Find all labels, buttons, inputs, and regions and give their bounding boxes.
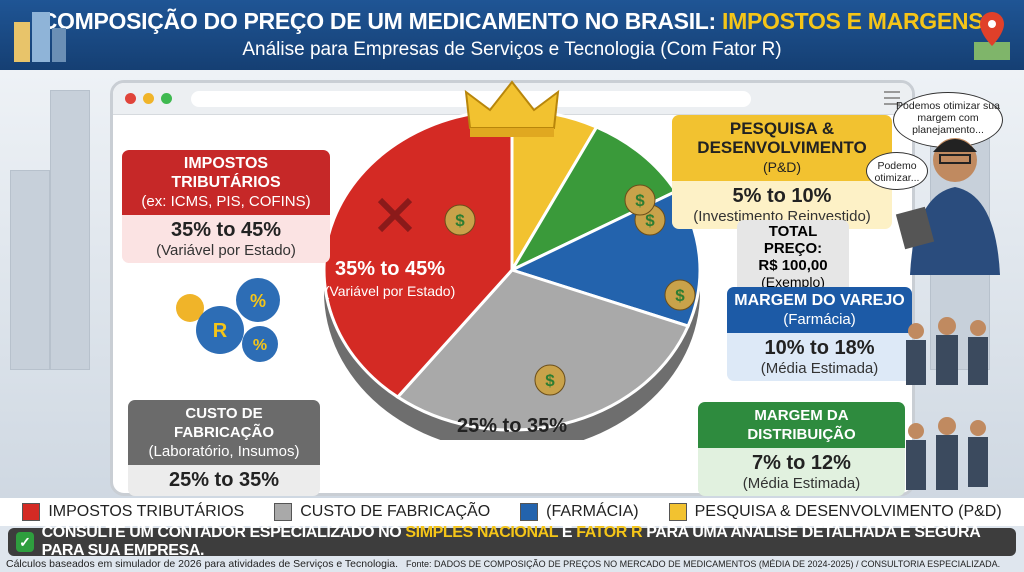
gears-icon: R % % [176,278,280,362]
header: COMPOSIÇÃO DO PREÇO DE UM MEDICAMENTO NO… [0,0,1024,70]
pie-slice [322,108,514,400]
pie-label-impostos-note: (Variável por Estado) [325,283,455,299]
svg-text:%: % [253,337,267,354]
legend-swatch [520,503,539,521]
total-note: (Exemplo) [761,274,825,290]
impostos-header: IMPOSTOS TRIBUTÁRIOS (ex: ICMS, PIS, COFI… [122,150,330,215]
money-bag-icon [534,364,566,396]
custo-header: CUSTO DE FABRICAÇÃO (Laboratório, Insumos… [128,400,320,465]
footer-note: Cálculos baseados em simulador de 2026 p… [6,558,399,570]
cross-icon [377,197,413,233]
dollar-sign-icon: $ [675,286,685,305]
distribuicao-note: (Média Estimada) [742,475,861,492]
close-dot-icon[interactable] [125,93,136,104]
legend-label: IMPOSTOS TRIBUTÁRIOS [48,503,245,520]
pie-slice [395,268,691,432]
legend-item-impostos: IMPOSTOS TRIBUTÁRIOS [22,503,244,521]
map-pin-icon [974,12,1010,60]
pd-title: PESQUISA & DESENVOLVIMENTO [697,119,867,157]
page-title: COMPOSIÇÃO DO PREÇO DE UM MEDICAMENTO NO… [0,0,1024,35]
pd-header: PESQUISA & DESENVOLVIMENTO (P&D) [672,115,892,181]
banner-part1: CONSULTE UM CONTADOR ESPECIALIZADO NO [41,524,406,541]
money-bag-icon [444,204,476,236]
dollar-sign-icon: $ [645,211,655,230]
banner-highlight-fator-r: FATOR R [576,524,643,541]
business-people-icon [906,317,988,490]
checkmark-icon: ✓ [16,532,34,552]
banner-part2: E [557,524,577,541]
pd-suffix: (P&D) [762,159,802,175]
title-highlight: IMPOSTOS E MARGENS [722,8,984,34]
cta-banner: ✓ CONSULTE UM CONTADOR ESPECIALIZADO NO … [8,524,1016,559]
pie-label-impostos-value: 35% to 45% [335,258,445,280]
footer: Cálculos baseados em simulador de 2026 p… [6,558,1000,570]
dollar-sign-icon: $ [455,211,465,230]
legend-label: (FARMÁCIA) [546,503,639,520]
legend-swatch [274,503,293,521]
legend-label: PESQUISA & DESENVOLVIMENTO (P&D) [694,503,1002,520]
speech-bubble-small: Podemo otimizar... [866,152,928,190]
custo-subtitle: (Laboratório, Insumos) [148,443,300,460]
page-subtitle: Análise para Empresas de Serviços e Tecn… [242,39,782,60]
varejo-value: 10% to 18% [764,337,875,359]
footer-source: Fonte: DADOS DE COMPOSIÇÃO DE PREÇOS NO … [406,559,1001,569]
varejo-note: (Média Estimada) [760,360,879,377]
pie-label-custo-value: 25% to 35% [457,415,567,437]
distribuicao-value: 7% to 12% [752,452,851,474]
hamburger-menu-icon[interactable] [884,91,900,105]
svg-text:R: R [213,320,228,342]
crown-icon [464,80,560,137]
custo-value: 25% to 35% [168,469,280,491]
legend-label: CUSTO DE FABRICAÇÃO [300,503,491,520]
custo-label-box: CUSTO DE FABRICAÇÃO (Laboratório, Insumos… [128,400,320,496]
city-buildings-icon [14,12,66,62]
impostos-note: (Variável por Estado) [156,242,296,259]
consultant-person-icon [895,138,1000,275]
varejo-title: MARGEM DO VAREJO [734,292,905,309]
varejo-subtitle: (Farmácia) [783,311,856,328]
impostos-title: IMPOSTOS TRIBUTÁRIOS [171,155,281,191]
title-main: COMPOSIÇÃO DO PREÇO DE UM MEDICAMENTO NO… [40,8,722,34]
money-bag-icon [664,279,696,311]
svg-text:%: % [250,291,266,311]
dollar-sign-icon: $ [545,371,555,390]
pd-value: 5% to 10% [732,185,832,207]
impostos-value: 35% to 45% [170,219,282,241]
legend-item-pd: PESQUISA & DESENVOLVIMENTO (P&D) [668,503,1002,521]
banner-text: CONSULTE UM CONTADOR ESPECIALIZADO NO SI… [42,524,1016,560]
legend: IMPOSTOS TRIBUTÁRIOS CUSTO DE FABRICAÇÃO… [0,498,1024,526]
impostos-subtitle: (ex: ICMS, PIS, COFINS) [141,193,311,210]
dollar-sign-icon: $ [635,191,645,210]
total-price-box: TOTAL PREÇO: R$ 100,00 (Exemplo) [737,220,849,294]
banner-part3: PARA UMA ANÁLISE DETALHADA E SEGURA PARA… [41,524,981,559]
total-title: TOTAL PREÇO: [763,223,823,257]
pd-label-box: PESQUISA & DESENVOLVIMENTO (P&D) 5% to 1… [672,115,892,229]
minimize-dot-icon[interactable] [143,93,154,104]
impostos-label-box: IMPOSTOS TRIBUTÁRIOS (ex: ICMS, PIS, COFI… [122,150,330,263]
legend-swatch [22,503,41,521]
speech-bubble-large: Podemos otimizar sua margem com planejam… [893,92,1003,148]
distribuicao-label-box: MARGEM DA DISTRIBUIÇÃO 7% to 12% (Média E… [698,402,905,496]
total-value: R$ 100,00 [758,257,828,274]
custo-title: CUSTO DE FABRICAÇÃO [174,405,274,441]
legend-item-custo: CUSTO DE FABRICAÇÃO [274,503,490,521]
maximize-dot-icon[interactable] [161,93,172,104]
legend-swatch [668,503,687,521]
distribuicao-title: MARGEM DA DISTRIBUIÇÃO [698,402,905,448]
varejo-header: MARGEM DO VAREJO (Farmácia) [727,287,912,333]
money-bag-icon [624,184,656,216]
legend-item-farmacia: (FARMÁCIA) [520,503,639,521]
banner-highlight-simples: SIMPLES NACIONAL [405,524,558,541]
varejo-label-box: MARGEM DO VAREJO (Farmácia) 10% to 18% (Mé… [727,287,912,381]
